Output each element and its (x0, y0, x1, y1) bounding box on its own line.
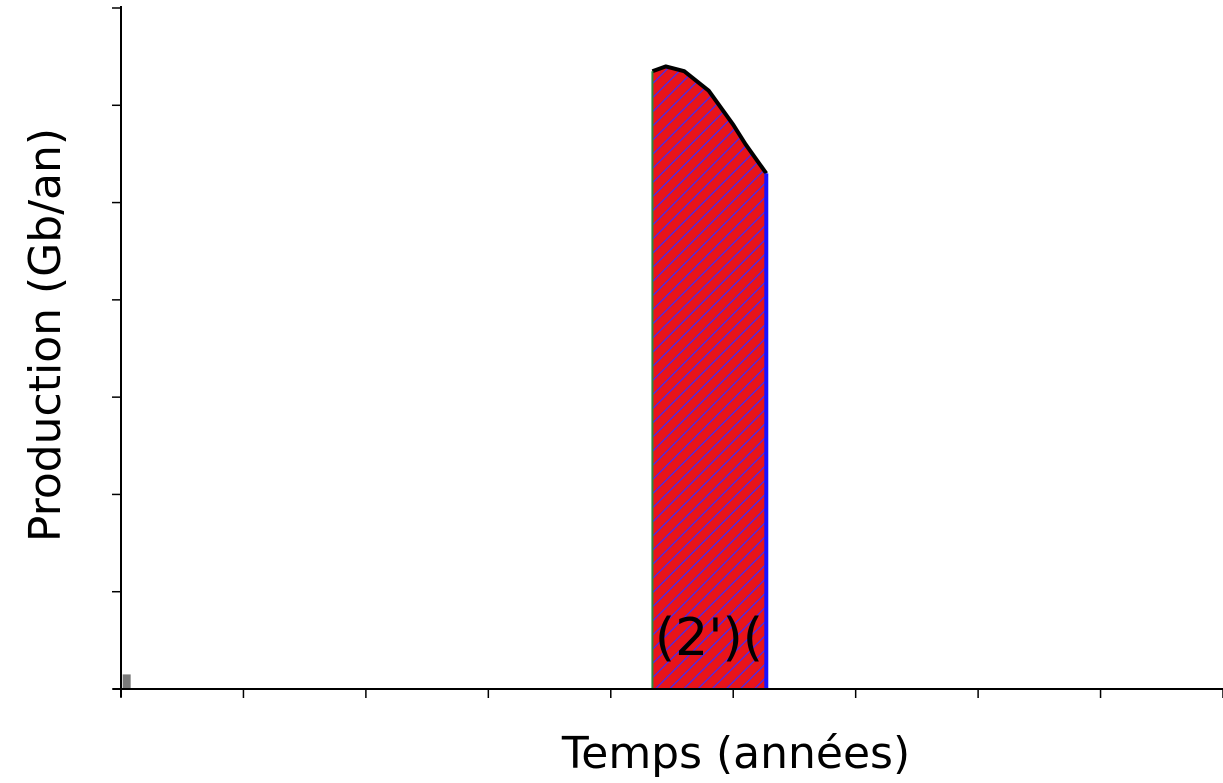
y-axis-title: Production (Gb/an) (20, 128, 71, 542)
production-area-hatch (652, 66, 767, 689)
production-area-layer (122, 64, 769, 689)
x-axis-title: Temps (années) (561, 728, 910, 779)
axes (112, 6, 1223, 698)
region-label: (2')( (655, 608, 763, 668)
origin-marker (122, 674, 131, 689)
production-curve (651, 64, 768, 175)
